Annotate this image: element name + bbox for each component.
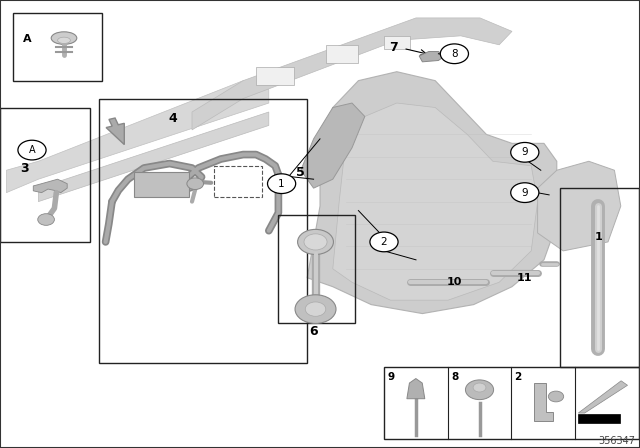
Circle shape [295,295,336,323]
Text: 7: 7 [389,40,398,54]
Text: 1: 1 [595,233,602,242]
Polygon shape [6,81,269,193]
Text: 4: 4 [168,112,177,125]
Circle shape [440,44,468,64]
Polygon shape [579,381,627,413]
Bar [560,188,639,367]
Circle shape [298,229,333,254]
Bar [99,99,307,363]
Circle shape [465,380,493,400]
Bar [256,67,294,85]
Text: 5: 5 [296,166,305,179]
Ellipse shape [51,32,77,44]
Circle shape [473,383,486,392]
Text: 11: 11 [517,273,532,283]
Polygon shape [192,18,512,130]
Text: 8: 8 [451,49,458,59]
Polygon shape [307,72,557,314]
Circle shape [38,214,54,225]
Text: 356347: 356347 [598,436,636,446]
Polygon shape [579,414,620,423]
Polygon shape [534,383,553,421]
FancyArrow shape [106,118,124,145]
Circle shape [304,234,327,250]
Polygon shape [419,52,445,62]
Text: 2: 2 [381,237,387,247]
Polygon shape [333,103,538,300]
Polygon shape [38,112,269,202]
Bar [384,36,410,49]
Circle shape [548,391,564,402]
Bar [384,367,639,439]
Text: 6: 6 [309,325,318,338]
Bar [326,45,358,63]
Text: 2: 2 [515,372,522,382]
Polygon shape [33,179,67,193]
Text: 9: 9 [522,147,528,157]
Text: 3: 3 [20,161,29,175]
Circle shape [18,140,46,160]
Polygon shape [538,161,621,251]
Ellipse shape [58,37,70,43]
Circle shape [305,302,326,316]
Circle shape [370,232,398,252]
Text: A: A [29,145,35,155]
Polygon shape [407,379,425,399]
Text: 1: 1 [278,179,285,189]
Bar [13,13,102,81]
Text: A: A [23,34,31,44]
Circle shape [511,142,539,162]
Bar [278,215,355,323]
Polygon shape [301,103,365,188]
Circle shape [268,174,296,194]
Bar [0,108,90,242]
Text: 8: 8 [451,372,458,382]
Text: 10: 10 [447,277,462,287]
Bar [134,172,189,197]
Text: 9: 9 [387,372,394,382]
Bar [214,166,262,197]
Circle shape [187,178,204,190]
Circle shape [511,183,539,202]
Text: 9: 9 [522,188,528,198]
